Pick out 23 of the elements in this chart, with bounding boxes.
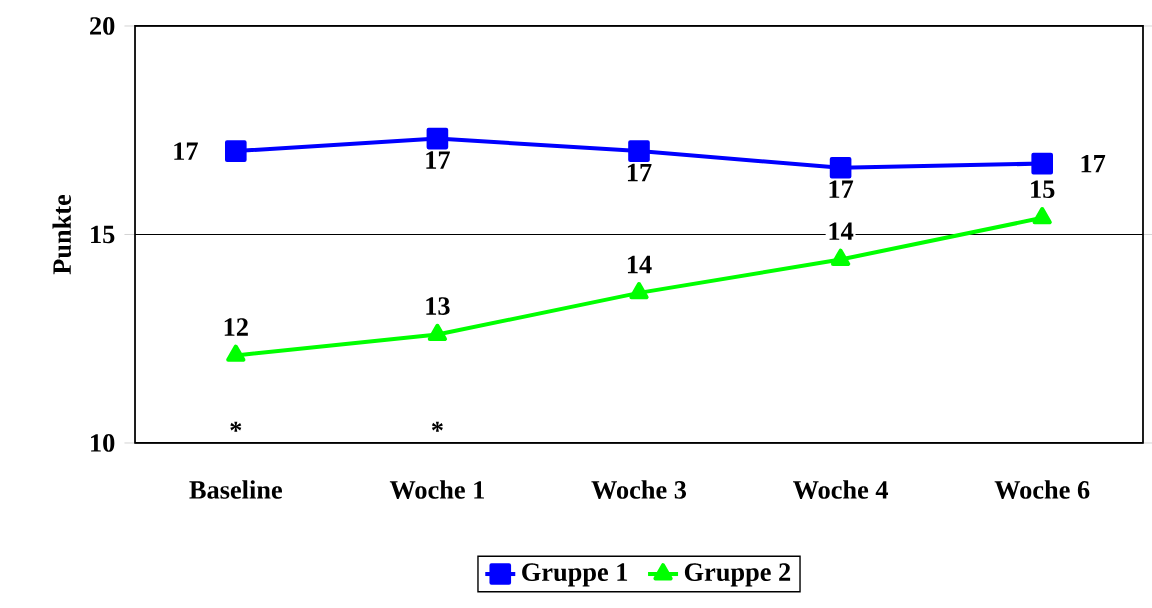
data-label: 13 <box>426 297 450 315</box>
legend-label: Gruppe 1 <box>522 563 628 587</box>
y-tick-label: 10 <box>91 434 115 452</box>
data-label: 14 <box>829 222 854 240</box>
legend-label: Gruppe 2 <box>684 563 791 587</box>
y-axis-title: Punkte <box>52 194 72 275</box>
annotation: * <box>431 421 443 432</box>
data-label: 17 <box>174 142 198 160</box>
y-tick-label: 20 <box>90 17 115 35</box>
data-label: 14 <box>627 255 652 274</box>
data-label: 17 <box>1081 154 1106 173</box>
y-tick-label: 15 <box>91 225 115 244</box>
data-label: 17 <box>829 180 854 198</box>
annotation: * <box>230 421 242 432</box>
data-label: 15 <box>1031 180 1055 199</box>
x-tick-label: Woche 1 <box>389 480 484 499</box>
x-tick-label: Baseline <box>189 480 282 499</box>
x-tick-label: Woche 3 <box>591 480 687 499</box>
data-label: 17 <box>426 151 450 169</box>
x-tick-label: Woche 4 <box>793 480 889 499</box>
data-label: 12 <box>224 318 248 336</box>
data-label: 17 <box>627 163 652 182</box>
x-tick-label: Woche 6 <box>994 480 1090 499</box>
